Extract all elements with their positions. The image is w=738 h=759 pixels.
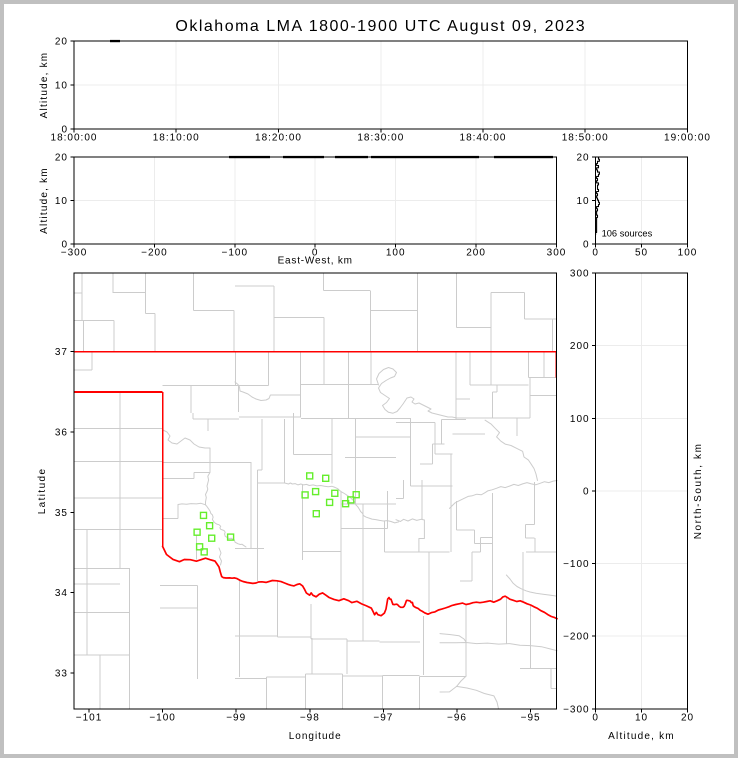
svg-text:0: 0 — [61, 125, 68, 136]
svg-text:−100: −100 — [563, 559, 590, 570]
svg-text:−95: −95 — [521, 712, 541, 723]
svg-text:10: 10 — [55, 81, 68, 92]
svg-text:0: 0 — [592, 248, 599, 259]
svg-text:18:00:00: 18:00:00 — [51, 133, 98, 144]
svg-text:18:50:00: 18:50:00 — [562, 133, 609, 144]
svg-text:100: 100 — [570, 414, 590, 425]
svg-text:20: 20 — [55, 37, 68, 48]
svg-text:−200: −200 — [563, 632, 590, 643]
svg-text:Altitude, km: Altitude, km — [39, 167, 50, 234]
svg-text:35: 35 — [55, 508, 68, 519]
svg-text:Oklahoma LMA 1800-1900 UTC Aug: Oklahoma LMA 1800-1900 UTC August 09, 20… — [175, 18, 586, 35]
svg-text:34: 34 — [55, 588, 68, 599]
svg-text:300: 300 — [570, 269, 590, 280]
svg-text:−300: −300 — [563, 704, 590, 715]
svg-text:0: 0 — [583, 486, 590, 497]
svg-text:20: 20 — [55, 153, 68, 164]
svg-text:100: 100 — [678, 248, 698, 259]
svg-text:Longitude: Longitude — [289, 731, 342, 742]
svg-text:50: 50 — [635, 248, 648, 259]
svg-text:0: 0 — [583, 240, 590, 251]
svg-text:106 sources: 106 sources — [602, 229, 653, 239]
svg-text:36: 36 — [55, 428, 68, 439]
svg-text:−200: −200 — [141, 248, 168, 259]
svg-text:0: 0 — [61, 240, 68, 251]
svg-text:18:30:00: 18:30:00 — [357, 133, 404, 144]
svg-text:0: 0 — [312, 248, 319, 259]
svg-text:200: 200 — [570, 341, 590, 352]
svg-text:Altitude, km: Altitude, km — [39, 52, 50, 119]
svg-text:18:20:00: 18:20:00 — [255, 133, 302, 144]
svg-text:Altitude, km: Altitude, km — [608, 731, 675, 742]
svg-text:18:40:00: 18:40:00 — [460, 133, 507, 144]
svg-text:−100: −100 — [222, 248, 249, 259]
svg-text:−97: −97 — [373, 712, 393, 723]
svg-text:33: 33 — [55, 669, 68, 680]
svg-text:20: 20 — [681, 712, 694, 723]
svg-text:−96: −96 — [447, 712, 467, 723]
svg-text:−98: −98 — [300, 712, 320, 723]
svg-text:100: 100 — [386, 248, 406, 259]
svg-text:East-West, km: East-West, km — [278, 256, 353, 267]
svg-text:North-South, km: North-South, km — [693, 442, 704, 539]
svg-text:10: 10 — [576, 196, 589, 207]
svg-text:20: 20 — [576, 153, 589, 164]
svg-text:18:10:00: 18:10:00 — [153, 133, 200, 144]
svg-text:0: 0 — [592, 712, 599, 723]
svg-text:300: 300 — [547, 248, 567, 259]
svg-text:37: 37 — [55, 347, 68, 358]
svg-text:−300: −300 — [61, 248, 88, 259]
svg-text:10: 10 — [635, 712, 648, 723]
svg-text:19:00:00: 19:00:00 — [664, 133, 711, 144]
svg-text:−101: −101 — [76, 712, 103, 723]
svg-text:10: 10 — [55, 196, 68, 207]
svg-text:−99: −99 — [226, 712, 246, 723]
svg-text:200: 200 — [466, 248, 486, 259]
svg-text:−100: −100 — [149, 712, 176, 723]
svg-text:Latitude: Latitude — [37, 468, 48, 515]
